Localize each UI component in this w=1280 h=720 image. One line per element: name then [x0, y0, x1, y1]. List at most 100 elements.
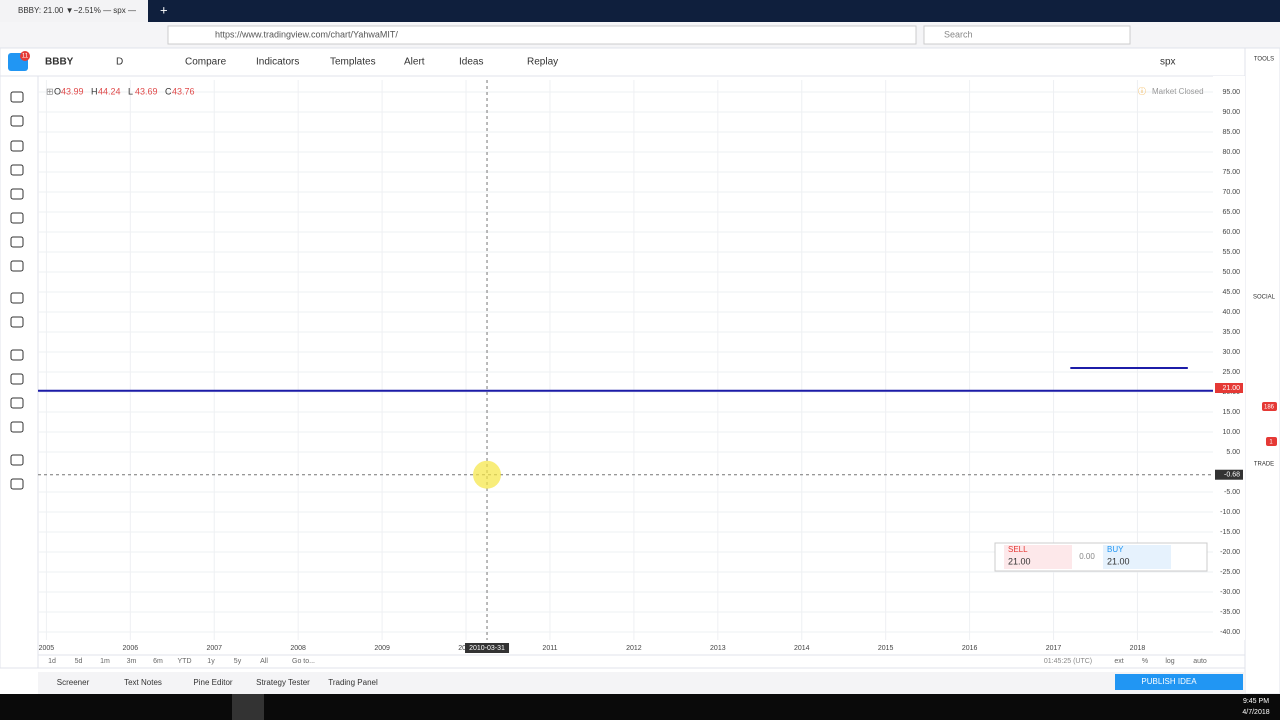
y-tick-label: -30.00 — [1220, 589, 1240, 596]
crosshair-x-tag — [465, 643, 510, 653]
toolbar-item[interactable]: Compare — [185, 57, 227, 68]
range-button[interactable]: All — [260, 658, 268, 665]
tool-icon[interactable] — [10, 164, 24, 176]
tool-icon[interactable] — [10, 188, 24, 200]
y-tick-label: 25.00 — [1222, 369, 1240, 376]
y-tick-label: -5.00 — [1224, 489, 1240, 496]
tool-icon[interactable] — [10, 91, 24, 103]
x-tick-label: 2012 — [626, 645, 642, 652]
layout-name[interactable]: spx — [1160, 57, 1176, 68]
scale-option[interactable]: ext — [1114, 658, 1123, 665]
sidebar-section: TOOLS — [1254, 57, 1274, 63]
cursor-highlight — [473, 460, 502, 489]
sell-button[interactable] — [1004, 545, 1072, 569]
panel-tab[interactable]: Pine Editor — [193, 678, 232, 687]
range-button[interactable]: YTD — [178, 658, 192, 665]
badge-count: 1 — [1269, 440, 1273, 446]
taskbar-time: 9:45 PM — [1243, 698, 1269, 705]
sell-price: 21.00 — [1008, 556, 1031, 566]
range-button[interactable]: 1m — [100, 658, 110, 665]
panel-tab[interactable]: Text Notes — [124, 678, 162, 687]
goto-button[interactable]: Go to... — [292, 658, 315, 665]
buy-button[interactable] — [1103, 545, 1171, 569]
tool-icon[interactable] — [10, 236, 24, 248]
y-tick-label: 90.00 — [1222, 109, 1240, 116]
tool-icon[interactable] — [10, 397, 24, 409]
panel-tab[interactable]: Strategy Tester — [256, 678, 310, 687]
range-bar — [37, 654, 1246, 669]
badge-count: 11 — [22, 54, 29, 60]
sell-label: SELL — [1008, 545, 1028, 554]
y-tick-label: 55.00 — [1222, 249, 1240, 256]
toolbar-item[interactable]: Templates — [330, 57, 376, 68]
x-tick-label: 2015 — [878, 645, 894, 652]
toolbar-item[interactable]: Indicators — [256, 57, 299, 68]
taskbar-date: 4/7/2018 — [1242, 709, 1269, 716]
new-tab[interactable]: + — [160, 2, 168, 17]
y-tick-label: 45.00 — [1222, 289, 1240, 296]
badge-count: 186 — [1264, 405, 1275, 411]
tool-icon[interactable] — [10, 115, 24, 127]
scale-option[interactable]: % — [1142, 658, 1148, 665]
range-button[interactable]: 5y — [234, 658, 242, 665]
y-tick-label: 85.00 — [1222, 129, 1240, 136]
ohlc-key: H — [91, 86, 98, 96]
url: https://www.tradingview.com/chart/YahwaM… — [215, 29, 398, 39]
tool-icon[interactable] — [10, 373, 24, 385]
interval[interactable]: D — [116, 57, 123, 68]
y-tick-label: -25.00 — [1220, 569, 1240, 576]
y-tick-label: -20.00 — [1220, 549, 1240, 556]
scale-option[interactable]: log — [1165, 658, 1174, 665]
ohlc-value: 43.76 — [172, 86, 195, 96]
crosshair-y-label: -0.68 — [1224, 472, 1240, 479]
tool-icon[interactable] — [10, 349, 24, 361]
tool-icon[interactable] — [10, 421, 24, 433]
y-tick-label: 75.00 — [1222, 169, 1240, 176]
badge — [1262, 402, 1277, 411]
y-tick-label: -15.00 — [1220, 529, 1240, 536]
tab[interactable] — [0, 0, 148, 22]
tool-icon[interactable] — [10, 454, 24, 466]
clock: 01:45:25 (UTC) — [1044, 658, 1092, 665]
toolbar-item[interactable]: Ideas — [459, 57, 483, 68]
panel-tab[interactable]: Trading Panel — [328, 678, 378, 687]
search-box[interactable] — [923, 25, 1131, 45]
url-bar[interactable] — [167, 25, 917, 45]
x-tick-label: 2006 — [123, 645, 139, 652]
panel-tab[interactable]: Screener — [57, 678, 90, 687]
publish-button[interactable] — [1115, 674, 1243, 690]
range-button[interactable]: 3m — [127, 658, 137, 665]
badge — [20, 51, 30, 61]
tool-icon[interactable] — [10, 478, 24, 490]
x-tick-label: 2018 — [1130, 645, 1146, 652]
range-button[interactable]: 1d — [48, 658, 56, 665]
x-tick-label: 2017 — [1046, 645, 1062, 652]
y-tick-label: 70.00 — [1222, 189, 1240, 196]
ohlc-key: C — [165, 86, 172, 96]
scale-option[interactable]: auto — [1193, 658, 1207, 665]
range-button[interactable]: 6m — [153, 658, 163, 665]
y-tick-label: 10.00 — [1222, 429, 1240, 436]
x-tick-label: 2007 — [206, 645, 222, 652]
tool-icon[interactable] — [10, 212, 24, 224]
tab-strip — [0, 0, 1280, 22]
x-tick-label: 2005 — [39, 645, 55, 652]
tool-icon[interactable] — [10, 260, 24, 272]
y-tick-label: 60.00 — [1222, 229, 1240, 236]
tool-icon[interactable] — [10, 316, 24, 328]
toolbar-item[interactable]: Replay — [527, 57, 558, 68]
range-button[interactable]: 5d — [75, 658, 83, 665]
y-tick-label: 5.00 — [1226, 449, 1240, 456]
tool-icon[interactable] — [10, 140, 24, 152]
symbol[interactable]: BBBY — [45, 57, 74, 68]
badge — [1266, 437, 1277, 446]
x-tick-label: 2009 — [374, 645, 390, 652]
ohlc-toggle[interactable]: ⊞ — [46, 86, 54, 96]
y-tick-label: 35.00 — [1222, 329, 1240, 336]
range-button[interactable]: 1y — [207, 658, 215, 665]
toolbar-item[interactable]: Alert — [404, 57, 425, 68]
tool-icon[interactable] — [10, 292, 24, 304]
chart: 95.00 90.00 85.00 80.00 75.00 70.00 65.00 60.00… — [38, 76, 1245, 653]
active-app[interactable] — [232, 694, 264, 720]
